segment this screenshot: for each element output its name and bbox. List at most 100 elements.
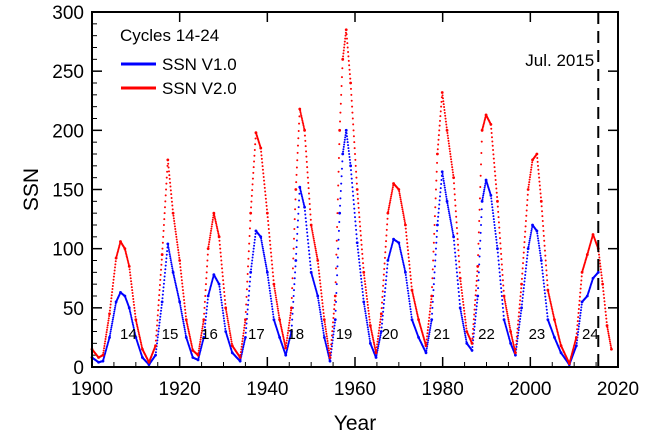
data-point-interp	[130, 318, 133, 321]
data-point-interp	[278, 320, 281, 323]
data-point-interp	[390, 191, 393, 194]
data-point-interp	[292, 247, 295, 250]
data-point-interp	[415, 307, 418, 310]
data-point-interp	[176, 292, 179, 295]
data-point-interp	[406, 245, 409, 248]
data-point-interp	[350, 93, 353, 96]
data-point-interp	[206, 265, 209, 268]
data-point-interp	[525, 260, 528, 263]
data-point-interp	[174, 282, 177, 285]
data-point-interp	[350, 177, 353, 180]
x-tick-label: 1980	[422, 379, 464, 400]
data-point-interp	[181, 282, 184, 285]
data-point-interp	[438, 129, 441, 132]
data-point-interp	[273, 285, 276, 288]
data-point-interp	[510, 335, 513, 338]
data-point-interp	[365, 317, 368, 320]
data-point-interp	[220, 301, 223, 304]
data-point-interp	[371, 334, 374, 337]
data-point-interp	[165, 188, 168, 191]
data-point-interp	[159, 278, 162, 281]
data-point-interp	[293, 277, 296, 280]
data-point-interp	[447, 208, 450, 211]
data-point-interp	[578, 322, 581, 325]
data-point-interp	[277, 309, 280, 312]
data-point-interp	[439, 115, 442, 118]
data-point-interp	[204, 289, 207, 292]
data-point-interp	[435, 179, 438, 182]
data-point-interp	[517, 329, 520, 332]
data-point-interp	[260, 154, 263, 157]
data-point-interp	[492, 215, 495, 218]
data-point-interp	[384, 287, 387, 290]
data-point-interp	[525, 214, 528, 217]
data-point-interp	[463, 312, 466, 315]
data-point-interp	[473, 303, 476, 306]
data-point-interp	[377, 332, 380, 335]
data-point-interp	[515, 335, 518, 338]
data-point-interp	[578, 295, 581, 298]
data-point	[244, 318, 247, 322]
data-point-interp	[170, 193, 173, 196]
data-point-interp	[575, 341, 578, 344]
data-point-interp	[175, 233, 178, 236]
data-point-interp	[214, 220, 217, 223]
data-point-interp	[250, 265, 253, 268]
data-point-interp	[381, 318, 384, 321]
y-tick-label: 0	[73, 358, 84, 379]
data-point-interp	[180, 308, 183, 311]
y-tick-label: 150	[52, 181, 84, 202]
data-point-interp	[444, 188, 447, 191]
data-point-interp	[104, 340, 107, 343]
data-point-interp	[432, 250, 435, 253]
data-point-interp	[544, 254, 547, 257]
data-point-interp	[291, 312, 294, 315]
data-point-interp	[474, 289, 477, 292]
data-point	[362, 270, 366, 274]
data-point-interp	[457, 291, 460, 294]
data-point-interp	[135, 323, 138, 326]
data-point-interp	[432, 241, 435, 244]
data-point-interp	[431, 286, 434, 289]
data-point-interp	[607, 330, 610, 333]
data-point-interp	[366, 297, 369, 300]
data-point-interp	[184, 332, 187, 335]
data-point-interp	[240, 348, 243, 351]
data-point-interp	[365, 292, 368, 295]
data-point-interp	[502, 289, 505, 292]
data-point	[368, 324, 372, 327]
data-point-interp	[252, 171, 255, 174]
data-point-interp	[322, 331, 325, 334]
data-point-interp	[472, 335, 475, 338]
data-point-interp	[451, 227, 454, 230]
data-point-interp	[453, 247, 456, 250]
data-point-interp	[252, 166, 255, 169]
data-point-interp	[512, 345, 515, 348]
data-point-interp	[528, 181, 531, 184]
data-point	[362, 300, 366, 304]
data-point-interp	[412, 297, 415, 300]
data-point-interp	[293, 227, 296, 230]
data-point	[202, 336, 206, 339]
data-point-interp	[332, 312, 335, 315]
data-point-interp	[480, 208, 483, 211]
data-point-interp	[269, 295, 272, 297]
data-point-interp	[160, 309, 163, 312]
data-point	[410, 288, 414, 292]
data-point-interp	[179, 269, 182, 272]
data-point-interp	[297, 212, 300, 215]
data-point-interp	[381, 301, 384, 304]
data-point-interp	[215, 225, 218, 228]
data-point-interp	[157, 327, 160, 330]
data-point-interp	[454, 259, 457, 262]
data-point-interp	[311, 229, 314, 232]
data-point-interp	[139, 341, 142, 344]
data-point-interp	[335, 300, 338, 303]
data-point-interp	[410, 285, 413, 288]
data-point-interp	[333, 327, 336, 330]
data-point-interp	[409, 310, 412, 313]
data-point-interp	[159, 315, 162, 318]
data-point-interp	[456, 279, 459, 282]
data-point-interp	[110, 324, 113, 327]
data-point-interp	[500, 287, 503, 290]
